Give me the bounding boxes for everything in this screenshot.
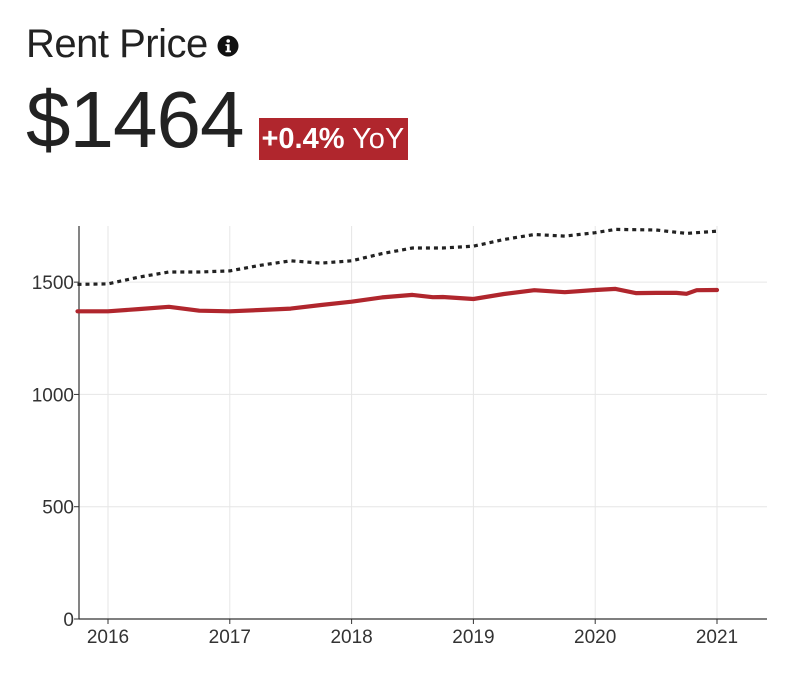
title-row: Rent Price <box>26 18 408 70</box>
series-layer <box>75 227 720 314</box>
grid-layer <box>79 226 767 619</box>
x-tick-label: 2019 <box>452 627 494 648</box>
value-row: $1464 +0.4% YoY <box>26 75 409 164</box>
y-tick-label: 1500 <box>32 273 74 294</box>
x-tick-label: 2016 <box>87 627 129 648</box>
x-tick-label: 2021 <box>696 627 738 648</box>
axis-layer: 2016 2017 2018 2019 2020 2021 0 500 1000 1500 <box>32 226 767 648</box>
page-title: Rent Price <box>26 22 208 66</box>
x-tick-label: 2018 <box>330 627 372 648</box>
header: Rent Price $1464 +0.4% YoY <box>26 18 409 164</box>
yoy-suffix: YoY <box>352 123 405 155</box>
info-circle-icon[interactable] <box>217 35 239 57</box>
yoy-change: +0.4% <box>261 123 345 155</box>
yoy-badge: +0.4% YoY <box>259 118 409 160</box>
series-line-dotted <box>77 227 718 286</box>
series-line-solid <box>75 286 720 314</box>
current-rent-value: $1464 <box>26 75 244 164</box>
y-tick-label: 500 <box>42 498 74 519</box>
x-tick-label: 2017 <box>209 627 251 648</box>
x-tick-label: 2020 <box>574 627 616 648</box>
y-tick-label: 0 <box>63 610 74 631</box>
y-tick-label: 1000 <box>32 385 74 406</box>
